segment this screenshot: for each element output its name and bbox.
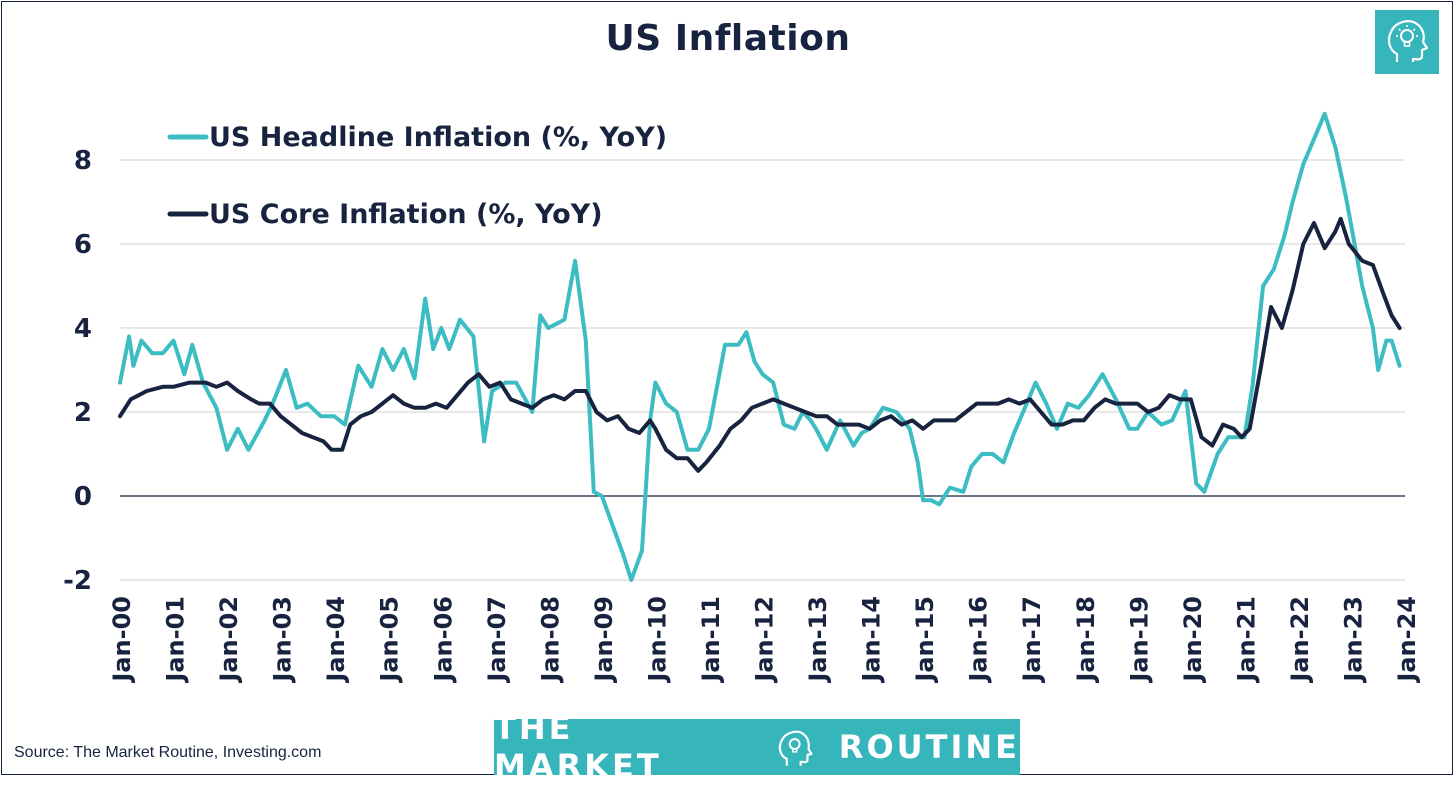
y-tick-label: 6: [74, 230, 92, 260]
x-tick-label: Jan-01: [162, 596, 190, 684]
x-tick-label: Jan-07: [483, 596, 511, 684]
x-tick-label: Jan-05: [376, 596, 404, 684]
x-tick-label: Jan-14: [858, 596, 886, 684]
x-axis: Jan-00 Jan-01 Jan-02 Jan-03 Jan-04 Jan-05 Jan-…: [108, 596, 1421, 684]
x-tick-label: Jan-16: [965, 596, 993, 684]
legend-label: US Headline Inflation (%, YoY): [209, 122, 667, 153]
x-tick-label: Jan-09: [590, 596, 618, 684]
x-tick-label: Jan-04: [322, 596, 350, 684]
y-tick-label: 0: [74, 482, 92, 512]
x-tick-label: Jan-00: [108, 596, 136, 684]
x-tick-label: Jan-02: [215, 596, 243, 684]
y-tick-label: 8: [74, 146, 92, 176]
x-tick-label: Jan-12: [751, 596, 779, 684]
x-tick-label: Jan-08: [536, 596, 564, 684]
legend-label: US Core Inflation (%, YoY): [209, 199, 603, 230]
source-note: Source: The Market Routine, Investing.co…: [14, 744, 321, 762]
x-tick-label: Jan-10: [643, 596, 671, 684]
x-tick-label: Jan-22: [1286, 596, 1314, 684]
y-axis: -2 0 2 4 6 8: [63, 146, 92, 596]
core-inflation-line: [120, 219, 1400, 471]
x-tick-label: Jan-21: [1232, 596, 1260, 684]
y-tick-label: 4: [74, 314, 92, 344]
x-tick-label: Jan-15: [911, 596, 939, 684]
legend: US Headline Inflation (%, YoY) US Core In…: [170, 122, 667, 230]
x-tick-label: Jan-18: [1072, 596, 1100, 684]
x-tick-label: Jan-20: [1179, 596, 1207, 684]
x-tick-label: Jan-03: [269, 596, 297, 684]
x-tick-label: Jan-24: [1393, 596, 1421, 684]
head-lightbulb-icon: [773, 724, 816, 770]
x-tick-label: Jan-19: [1125, 596, 1153, 684]
x-tick-label: Jan-23: [1339, 596, 1367, 684]
x-tick-label: Jan-13: [804, 596, 832, 684]
headline-inflation-line: [120, 114, 1400, 580]
y-tick-label: 2: [74, 398, 92, 428]
x-tick-label: Jan-06: [429, 596, 457, 684]
line-chart: -202468 Jan-00 Jan-01 Jan-02 Jan-03 Jan-04 Ja…: [0, 0, 1456, 778]
brand-banner: THE MARKET ROUTINE: [494, 719, 1020, 775]
y-tick-label: -2: [63, 566, 92, 596]
x-tick-label: Jan-11: [697, 596, 725, 684]
x-tick-label: Jan-17: [1018, 596, 1046, 684]
brand-text-left: THE MARKET: [494, 709, 751, 785]
series-lines: [120, 114, 1400, 580]
brand-text-right: ROUTINE: [839, 728, 1020, 766]
